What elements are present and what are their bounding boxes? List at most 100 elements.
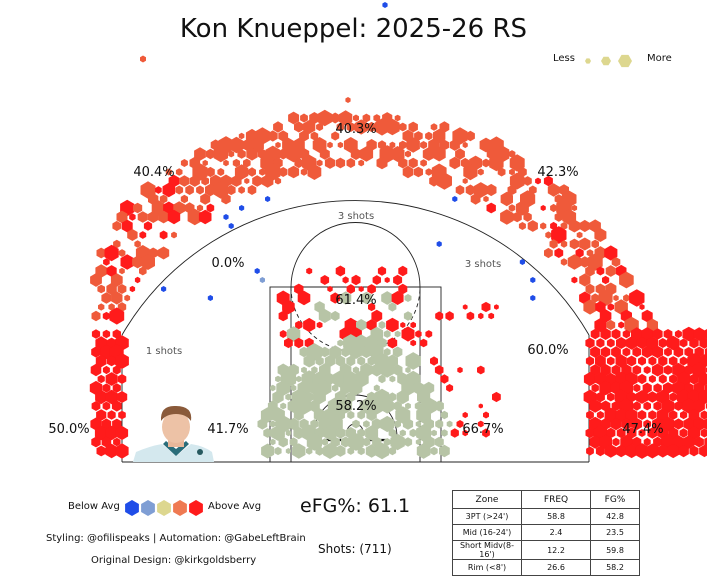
shot-hex [648,375,656,383]
shot-hex [290,384,297,392]
shot-hex [664,347,672,357]
shot-hex [647,391,658,403]
shot-hex [637,373,647,385]
shot-hex [509,172,525,190]
shot-hex [196,204,204,212]
shot-hex [679,428,688,438]
shot-hex [133,202,143,214]
shot-hex [589,399,602,413]
shot-hex [439,139,450,151]
shot-hex [398,265,408,277]
shot-hex [269,420,276,428]
shot-hex [500,209,514,225]
shot-hex [112,383,121,393]
credit-styling: Styling: @ofilispeaks | Automation: @Gab… [46,533,306,544]
shot-chart: 50.0% 40.4% 40.3% 42.3% 47.4% 0.0% 1 shots 3 sh… [48,2,707,463]
zone-label: 50.0% [48,422,89,437]
shot-hex [371,309,383,323]
size-legend-less: Less [553,53,575,64]
shot-hex [95,354,107,368]
shot-hex [441,429,448,437]
shot-hex [313,389,326,405]
shot-hex [622,329,631,339]
shot-hex [436,241,442,247]
shot-hex [430,446,438,456]
shot-hex [507,184,517,196]
shot-hex [360,291,372,305]
shot-hex [455,185,465,195]
shot-hex [234,164,249,180]
shot-hex [638,429,646,437]
shot-hex [238,132,245,140]
shot-hex [315,356,324,366]
color-legend-hexes [125,500,203,516]
shot-hex [446,384,454,392]
shot-hex [478,403,483,409]
shot-hex [309,399,320,413]
shot-hex [380,398,394,414]
efg-value: eFG%: 61.1 [300,495,411,517]
shot-hex [113,239,121,249]
shot-hex [140,55,146,63]
shot-hex [312,137,327,153]
shot-hex [205,183,216,197]
shot-hex [316,321,323,329]
shot-hex [323,425,337,441]
shot-hex [120,254,134,270]
shot-hex [384,277,390,283]
shot-hex [347,410,355,420]
shot-hex [306,447,313,455]
shot-hex [402,418,414,430]
shot-hex [641,327,654,341]
shot-hex [300,168,308,176]
shot-hex [430,356,438,366]
shot-hex [278,436,288,448]
shot-hex [590,328,600,340]
table-row: Short Midv(8-16') 12.2 59.8 [452,540,640,560]
shot-hex [314,301,325,313]
free-throw-circle-top [290,222,421,288]
shot-hex [638,356,646,366]
shot-hex [303,120,316,134]
shot-hex [278,148,288,160]
shot-hex [228,150,235,158]
shot-hex [338,110,353,126]
shot-hex [405,366,411,374]
zone-cell: Rim (<8') [452,559,522,576]
shot-hex [684,347,694,357]
shot-hex [285,448,291,454]
shot-hex [434,400,444,412]
shot-hex [96,445,106,457]
freq-cell: 12.2 [521,540,591,560]
shot-hex [606,427,616,439]
shot-hex [294,157,304,169]
shot-hex [398,283,408,295]
shot-hex [118,249,126,257]
shot-hex [647,427,658,439]
shot-hex [613,294,619,302]
shot-hex [265,196,271,202]
shot-hex [594,318,607,332]
shot-hex [405,150,411,158]
shot-hex [111,291,123,305]
shot-hex [688,426,700,440]
shot-hex [232,158,240,168]
shot-hex [238,186,245,194]
shot-hex [329,345,341,359]
shots-count: Shots: (711) [318,542,392,556]
shot-hex [365,444,378,458]
shot-hex [321,438,329,446]
shot-hex [579,237,591,251]
shot-hex [132,255,144,269]
shot-hex [112,365,121,375]
zone-label: 3 shots [465,259,501,270]
shot-hex [477,420,484,428]
shot-hex [429,175,439,187]
shot-hex [633,383,641,393]
shot-hex [239,205,245,211]
shot-hex [324,355,336,367]
shot-hex [422,147,435,161]
shot-hex [550,203,558,213]
zone-label: 58.2% [335,399,376,414]
shot-hex [449,139,460,151]
